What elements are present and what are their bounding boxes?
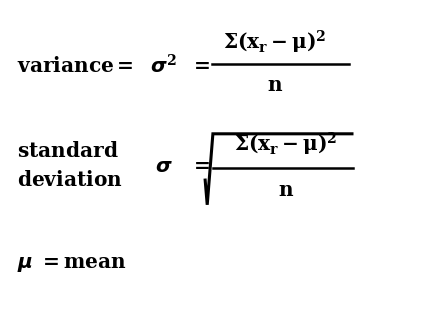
Text: $\mathbf{n}$: $\mathbf{n}$ [267,76,283,95]
Text: $\boldsymbol{\sigma}$   $\mathbf{=}$: $\boldsymbol{\sigma}$ $\mathbf{=}$ [155,157,210,176]
Text: $\boldsymbol{\mu}$ $\mathbf{= mean}$: $\boldsymbol{\mu}$ $\mathbf{= mean}$ [17,256,127,275]
Text: $\mathbf{\Sigma(x_r - \mu)^2}$: $\mathbf{\Sigma(x_r - \mu)^2}$ [234,131,337,158]
Text: $\mathbf{n}$: $\mathbf{n}$ [278,181,294,200]
Text: $\mathbf{deviation}$: $\mathbf{deviation}$ [17,170,123,190]
Text: $\mathbf{standard}$: $\mathbf{standard}$ [17,141,119,161]
Text: $\mathbf{\Sigma(x_r - \mu)^2}$: $\mathbf{\Sigma(x_r - \mu)^2}$ [223,29,327,56]
Text: $\mathbf{variance = }$  $\boldsymbol{\sigma}^{\mathbf{2}}$  $\mathbf{=}$: $\mathbf{variance = }$ $\boldsymbol{\sig… [17,54,210,77]
